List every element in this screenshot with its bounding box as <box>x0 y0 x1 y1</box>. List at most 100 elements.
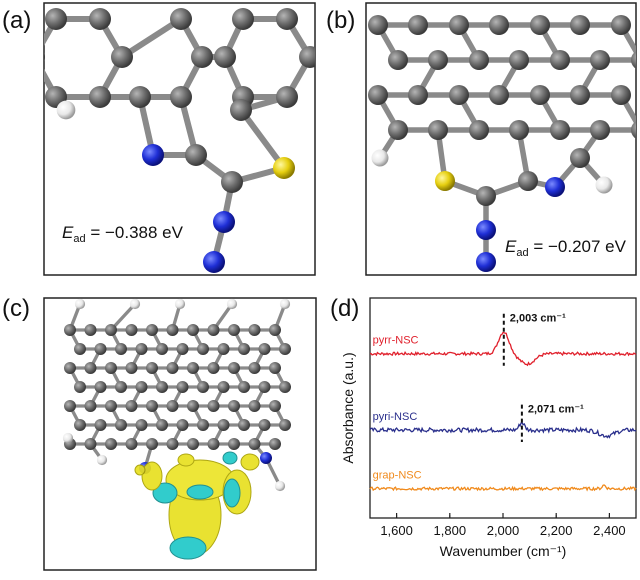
carbon-atom <box>258 419 271 431</box>
carbon-atom <box>248 362 261 374</box>
carbon-atom <box>550 120 570 140</box>
panel-c-label: (c) <box>2 295 30 322</box>
nitrogen-atom <box>545 177 565 197</box>
series-label-pyri-NSC: pyri-NSC <box>373 411 418 423</box>
carbon-atom <box>408 15 428 35</box>
carbon-atom <box>238 419 250 431</box>
panel-b-label: (b) <box>326 7 355 34</box>
carbon-atom <box>611 15 631 35</box>
ftir-chart: 1,600 1,800 2,000 2,200 2,400 pyrr-NSC pyri-N… <box>340 297 637 559</box>
energy-value-b: = −0.207 eV <box>529 237 627 256</box>
carbon-atom <box>232 8 254 30</box>
carbon-atom <box>269 362 281 374</box>
iso-lobe-yellow-far-right <box>240 453 260 471</box>
iso-lobe-cyan-mid <box>186 484 214 500</box>
bond <box>118 15 185 61</box>
carbon-atom <box>74 381 86 393</box>
chart-annotations: 2,003 cm⁻¹ 2,071 cm⁻¹ <box>502 313 584 442</box>
carbon-atom <box>94 419 107 431</box>
carbon-atom <box>221 171 243 193</box>
carbon-atom <box>368 85 388 105</box>
carbon-atom <box>276 8 298 30</box>
carbon-atom <box>428 50 448 70</box>
hydrogen-atom <box>62 432 74 444</box>
sulfur-atom <box>273 157 295 179</box>
carbon-atom <box>135 381 148 393</box>
carbon-atom <box>166 324 179 336</box>
panel-b: Ead = −0.207 eV <box>365 2 637 276</box>
carbon-atom <box>89 8 111 30</box>
iso-lobe-yellow-top <box>177 453 195 467</box>
hydrogen-atom <box>56 100 76 120</box>
nitrogen-atom <box>203 251 225 273</box>
energy-subscript-b: ad <box>516 247 528 259</box>
carbon-atom <box>469 50 489 70</box>
panel-c-atoms <box>62 298 291 492</box>
carbon-atom <box>125 324 138 336</box>
carbon-atom <box>248 438 261 450</box>
bond <box>237 106 288 172</box>
carbon-atom <box>248 324 261 336</box>
nitrogen-atom <box>213 211 235 233</box>
carbon-atom <box>74 343 86 355</box>
iso-lobe-cyan-right <box>223 478 241 508</box>
energy-symbol-a: E <box>62 223 74 242</box>
carbon-atom <box>89 86 111 108</box>
carbon-atom <box>105 324 117 336</box>
carbon-atom <box>228 438 240 450</box>
nitrogen-atom <box>260 452 272 464</box>
carbon-atom <box>228 400 240 412</box>
carbon-atom <box>207 324 220 336</box>
carbon-atom <box>156 381 168 393</box>
series-label-grap-NSC: grap-NSC <box>373 470 422 482</box>
carbon-atom <box>146 438 158 450</box>
carbon-atom <box>469 120 489 140</box>
carbon-atom <box>214 46 236 68</box>
sulfur-atom <box>435 171 455 191</box>
carbon-atom <box>187 438 199 450</box>
panel-d-label: (d) <box>330 295 359 322</box>
carbon-atom <box>269 324 281 336</box>
carbon-atom <box>207 438 220 450</box>
carbon-atom <box>197 381 209 393</box>
carbon-atom <box>248 400 261 412</box>
carbon-atom <box>489 15 509 35</box>
carbon-atom <box>129 86 151 108</box>
carbon-atom <box>187 362 199 374</box>
panel-a-atoms <box>44 8 315 273</box>
series-label-pyrr-NSC: pyrr-NSC <box>373 335 419 347</box>
carbon-atom <box>135 419 148 431</box>
carbon-atom <box>238 381 250 393</box>
carbon-atom <box>449 85 469 105</box>
carbon-atom <box>509 120 529 140</box>
carbon-atom <box>105 362 117 374</box>
carbon-atom <box>207 362 220 374</box>
carbon-atom <box>125 362 138 374</box>
chart-series <box>369 331 637 492</box>
carbon-atom <box>166 400 179 412</box>
carbon-atom <box>570 85 590 105</box>
carbon-atom <box>115 343 127 355</box>
carbon-atom <box>217 381 230 393</box>
carbon-atom <box>217 343 230 355</box>
carbon-atom <box>408 85 428 105</box>
nitrogen-atom <box>476 220 496 240</box>
panel-a: Ead = −0.388 eV <box>43 2 316 276</box>
nitrogen-atom <box>142 144 164 166</box>
x-tick-label: 2,400 <box>593 523 626 538</box>
x-tick-label: 2,000 <box>487 523 520 538</box>
panel-b-atoms <box>368 15 636 272</box>
chart-x-ticks: 1,600 1,800 2,000 2,200 2,400 <box>380 513 626 538</box>
carbon-atom <box>170 8 192 30</box>
carbon-atom <box>428 120 448 140</box>
peak-annotation: 2,003 cm⁻¹ <box>510 313 566 325</box>
carbon-atom <box>84 438 97 450</box>
carbon-atom <box>166 438 179 450</box>
iso-lobe-cyan-bottom <box>169 536 207 560</box>
x-tick-label: 2,200 <box>540 523 573 538</box>
carbon-atom <box>176 419 189 431</box>
hydrogen-atom <box>279 298 291 310</box>
carbon-atom <box>44 52 45 62</box>
carbon-atom <box>125 400 138 412</box>
carbon-atom <box>530 85 550 105</box>
